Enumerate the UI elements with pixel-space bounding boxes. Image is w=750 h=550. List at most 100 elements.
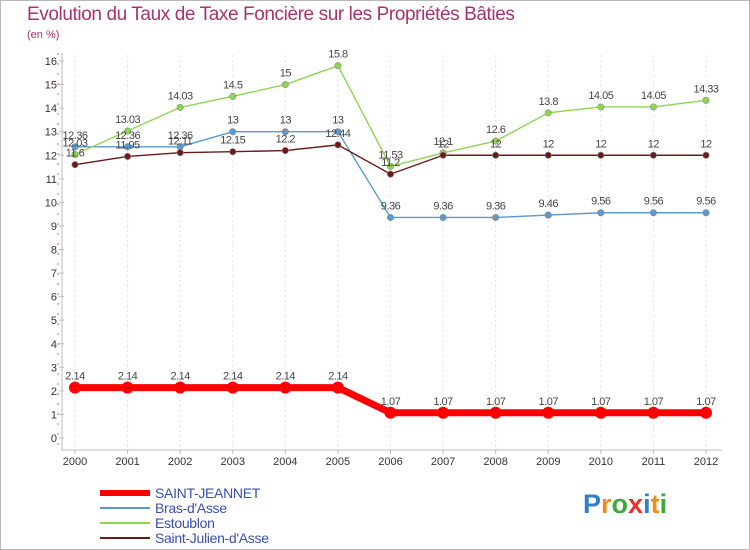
data-point (700, 406, 712, 419)
data-point (331, 381, 344, 394)
data-label: 12.36 (115, 130, 140, 142)
data-point (281, 128, 289, 136)
data-point (544, 211, 552, 219)
data-label: 1.07 (433, 396, 453, 408)
y-tick-label: 15 (45, 80, 57, 92)
x-tick-label: 2005 (326, 456, 350, 468)
data-point (334, 128, 342, 136)
data-label: 1.07 (539, 396, 559, 408)
data-point (124, 152, 132, 160)
data-point (386, 213, 394, 221)
y-tick-label: 11 (46, 174, 57, 186)
data-label: 11.6 (66, 148, 85, 160)
data-label: 2.14 (65, 371, 85, 383)
data-point (124, 127, 132, 135)
data-label: 12.1 (433, 136, 453, 148)
data-label: 9.36 (433, 200, 453, 212)
data-label: 12.36 (62, 130, 87, 142)
data-label: 1.07 (591, 396, 611, 408)
y-tick-label: 5 (51, 315, 57, 327)
data-label: 12 (595, 138, 607, 150)
data-label: 11.95 (115, 139, 140, 151)
data-point (281, 147, 289, 155)
data-point (71, 143, 79, 151)
data-point (386, 170, 394, 178)
data-label: 2.14 (276, 371, 296, 383)
data-point (334, 141, 342, 149)
y-tick-label: 8 (51, 245, 57, 257)
x-tick-label: 2000 (63, 456, 87, 468)
data-point (542, 406, 555, 419)
x-tick-label: 2008 (483, 456, 507, 468)
data-label: 12 (437, 138, 449, 150)
data-point (702, 209, 710, 217)
data-point (174, 381, 187, 394)
legend-label: Estoublon (155, 515, 215, 531)
x-tick-label: 2002 (168, 456, 192, 468)
y-tick-label: 6 (51, 292, 57, 304)
y-tick-label: 3 (51, 362, 57, 374)
data-point (647, 406, 660, 419)
data-label: 12.44 (325, 128, 350, 140)
data-label: 1.07 (696, 396, 716, 408)
data-label: 15 (280, 68, 292, 80)
data-point (71, 151, 79, 159)
logo-letter: P (583, 489, 602, 519)
data-point (71, 161, 79, 169)
data-label: 13 (332, 115, 344, 127)
data-label: 9.36 (381, 200, 401, 212)
data-point (597, 209, 605, 217)
x-tick-label: 2001 (115, 456, 139, 468)
data-point (439, 213, 447, 221)
data-point (649, 103, 657, 111)
data-label: 12.2 (276, 134, 296, 146)
y-tick-label: 0 (51, 433, 57, 445)
x-tick-label: 2009 (536, 456, 560, 468)
data-point (384, 406, 397, 419)
x-tick-label: 2007 (431, 456, 455, 468)
y-tick-label: 7 (51, 268, 57, 280)
logo-letter: i (643, 489, 651, 519)
data-point (492, 151, 500, 159)
legend-swatch (100, 507, 150, 509)
legend-swatch (100, 537, 150, 539)
data-label: 2.14 (118, 371, 138, 383)
y-tick-label: 2 (51, 386, 57, 398)
data-point (437, 406, 450, 419)
logo-letter: o (611, 489, 629, 519)
data-point (439, 151, 447, 159)
data-label: 14.03 (168, 90, 193, 102)
logo-letter: r (601, 489, 612, 519)
legend-label: SAINT-JEANNET (155, 485, 261, 501)
data-label: 12 (700, 138, 712, 150)
chart-title: Evolution du Taux de Taxe Foncière sur l… (27, 4, 515, 25)
legend-swatch (100, 522, 150, 524)
data-label: 11.53 (378, 149, 403, 161)
data-label: 14.05 (588, 90, 613, 102)
x-tick-label: 2004 (273, 456, 297, 468)
y-tick-label: 4 (51, 339, 57, 351)
data-label: 2.14 (170, 371, 190, 383)
data-label: 1.07 (644, 396, 664, 408)
data-label: 9.56 (644, 196, 664, 208)
x-tick-label: 2010 (589, 456, 613, 468)
x-tick-label: 2011 (642, 456, 666, 468)
logo-letter: x (628, 489, 644, 519)
data-point (492, 213, 500, 221)
data-point (544, 151, 552, 159)
data-label: 12.11 (168, 136, 193, 148)
data-label: 12.15 (220, 135, 245, 147)
data-point (489, 406, 502, 419)
data-point (279, 381, 292, 394)
data-point (226, 381, 239, 394)
data-label: 12.03 (62, 138, 87, 150)
data-point (229, 92, 237, 100)
data-point (124, 143, 132, 151)
data-label: 13 (280, 115, 292, 127)
data-label: 13 (227, 115, 239, 127)
data-label: 12 (490, 138, 502, 150)
chart-subtitle: (en %) (27, 29, 60, 41)
data-point (594, 406, 607, 419)
